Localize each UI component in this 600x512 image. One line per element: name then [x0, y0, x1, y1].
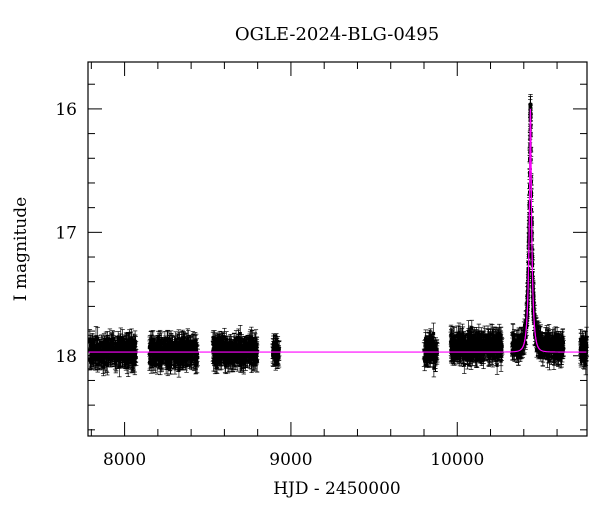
data-point: [120, 329, 125, 349]
x-tick-label: 9000: [269, 450, 312, 470]
model-curve: [88, 108, 587, 353]
data-point: [129, 336, 135, 355]
data-point: [96, 346, 101, 367]
data-point: [110, 338, 116, 359]
data-layer: [87, 93, 589, 378]
y-axis-label: I magnitude: [11, 197, 31, 301]
x-tick-label: 10000: [430, 450, 484, 470]
chart-title: OGLE-2024-BLG-0495: [235, 24, 439, 45]
data-point: [117, 345, 123, 360]
ticks-layer: 8000 9000 10000 16 17 18: [55, 62, 587, 470]
y-tick-label: 18: [55, 347, 77, 367]
model-layer: [88, 108, 587, 353]
x-axis-label: HJD - 2450000: [273, 479, 401, 499]
y-tick-label: 16: [55, 100, 77, 120]
data-point: [133, 336, 138, 350]
data-point: [123, 357, 129, 371]
data-point: [88, 346, 94, 368]
data-point: [117, 356, 122, 378]
plot-frame: [87, 61, 588, 437]
x-tick-label: 8000: [103, 450, 146, 470]
y-tick-label: 17: [55, 223, 77, 243]
